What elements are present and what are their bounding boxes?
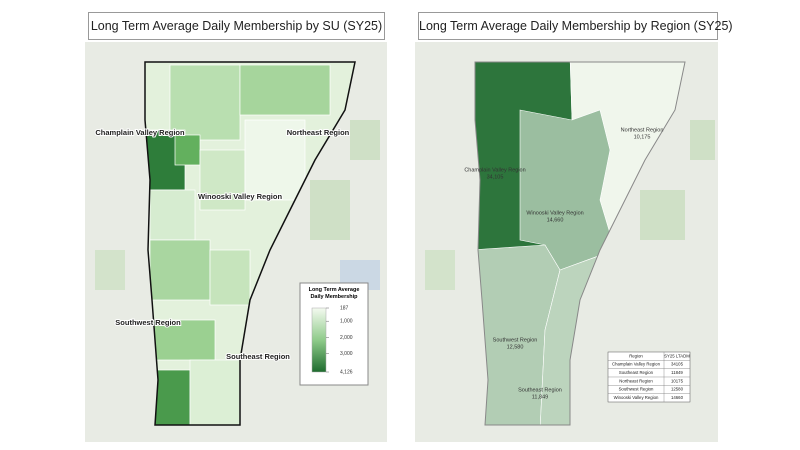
region-name: Southeast Region <box>518 387 562 393</box>
region-label: Southwest Region <box>115 318 181 327</box>
table-cell: SY25 LTADM <box>664 353 690 358</box>
table-cell: Winooski Valley Region <box>614 395 659 400</box>
region-name: Northeast Region <box>621 127 664 133</box>
state-outline <box>474 61 686 426</box>
region-value: 14,660 <box>547 217 564 223</box>
state-outline <box>144 61 356 426</box>
region-label: Winooski Valley Region <box>198 192 283 201</box>
region-name: Champlain Valley Region <box>464 167 525 173</box>
table-cell: 11849 <box>671 370 683 375</box>
table-cell: Champlain Valley Region <box>612 362 661 367</box>
legend-tick-label: 1,000 <box>340 319 353 325</box>
region-value: 10,175 <box>634 134 651 140</box>
legend-tick-label: 4,126 <box>340 369 353 375</box>
map-title: Long Term Average Daily Membership by Re… <box>418 12 733 40</box>
legend-box <box>299 282 369 386</box>
table-cell: 14660 <box>671 395 684 400</box>
table-cell: 12580 <box>671 387 684 392</box>
table-cell: Region <box>629 353 643 358</box>
table-cell: Northeast Region <box>619 378 653 383</box>
legend-tick-label: 2,000 <box>340 335 353 341</box>
region-label: Champlain Valley Region <box>95 128 185 137</box>
region-name: Southwest Region <box>493 337 538 343</box>
region-label: Southeast Region <box>226 352 290 361</box>
region-label: Northeast Region <box>287 128 350 137</box>
table-cell: Southeast Region <box>619 370 654 375</box>
region <box>519 109 616 271</box>
region-value: 11,849 <box>532 394 548 400</box>
legend-title: Long Term Average Daily Membership <box>308 287 360 300</box>
table-cell: 34105 <box>671 362 684 367</box>
legend-tick-label: 3,000 <box>340 351 353 357</box>
table-cell: 10175 <box>671 378 684 383</box>
map-title: Long Term Average Daily Membership by SU… <box>88 12 385 40</box>
table-cell: Southwest Region <box>619 387 654 392</box>
legend-gradient <box>311 307 327 373</box>
region-value: 12,580 <box>507 344 524 350</box>
legend-tick-label: 187 <box>340 305 349 311</box>
region-name: Winooski Valley Region <box>526 210 583 216</box>
region-value: 34,105 <box>487 174 504 180</box>
